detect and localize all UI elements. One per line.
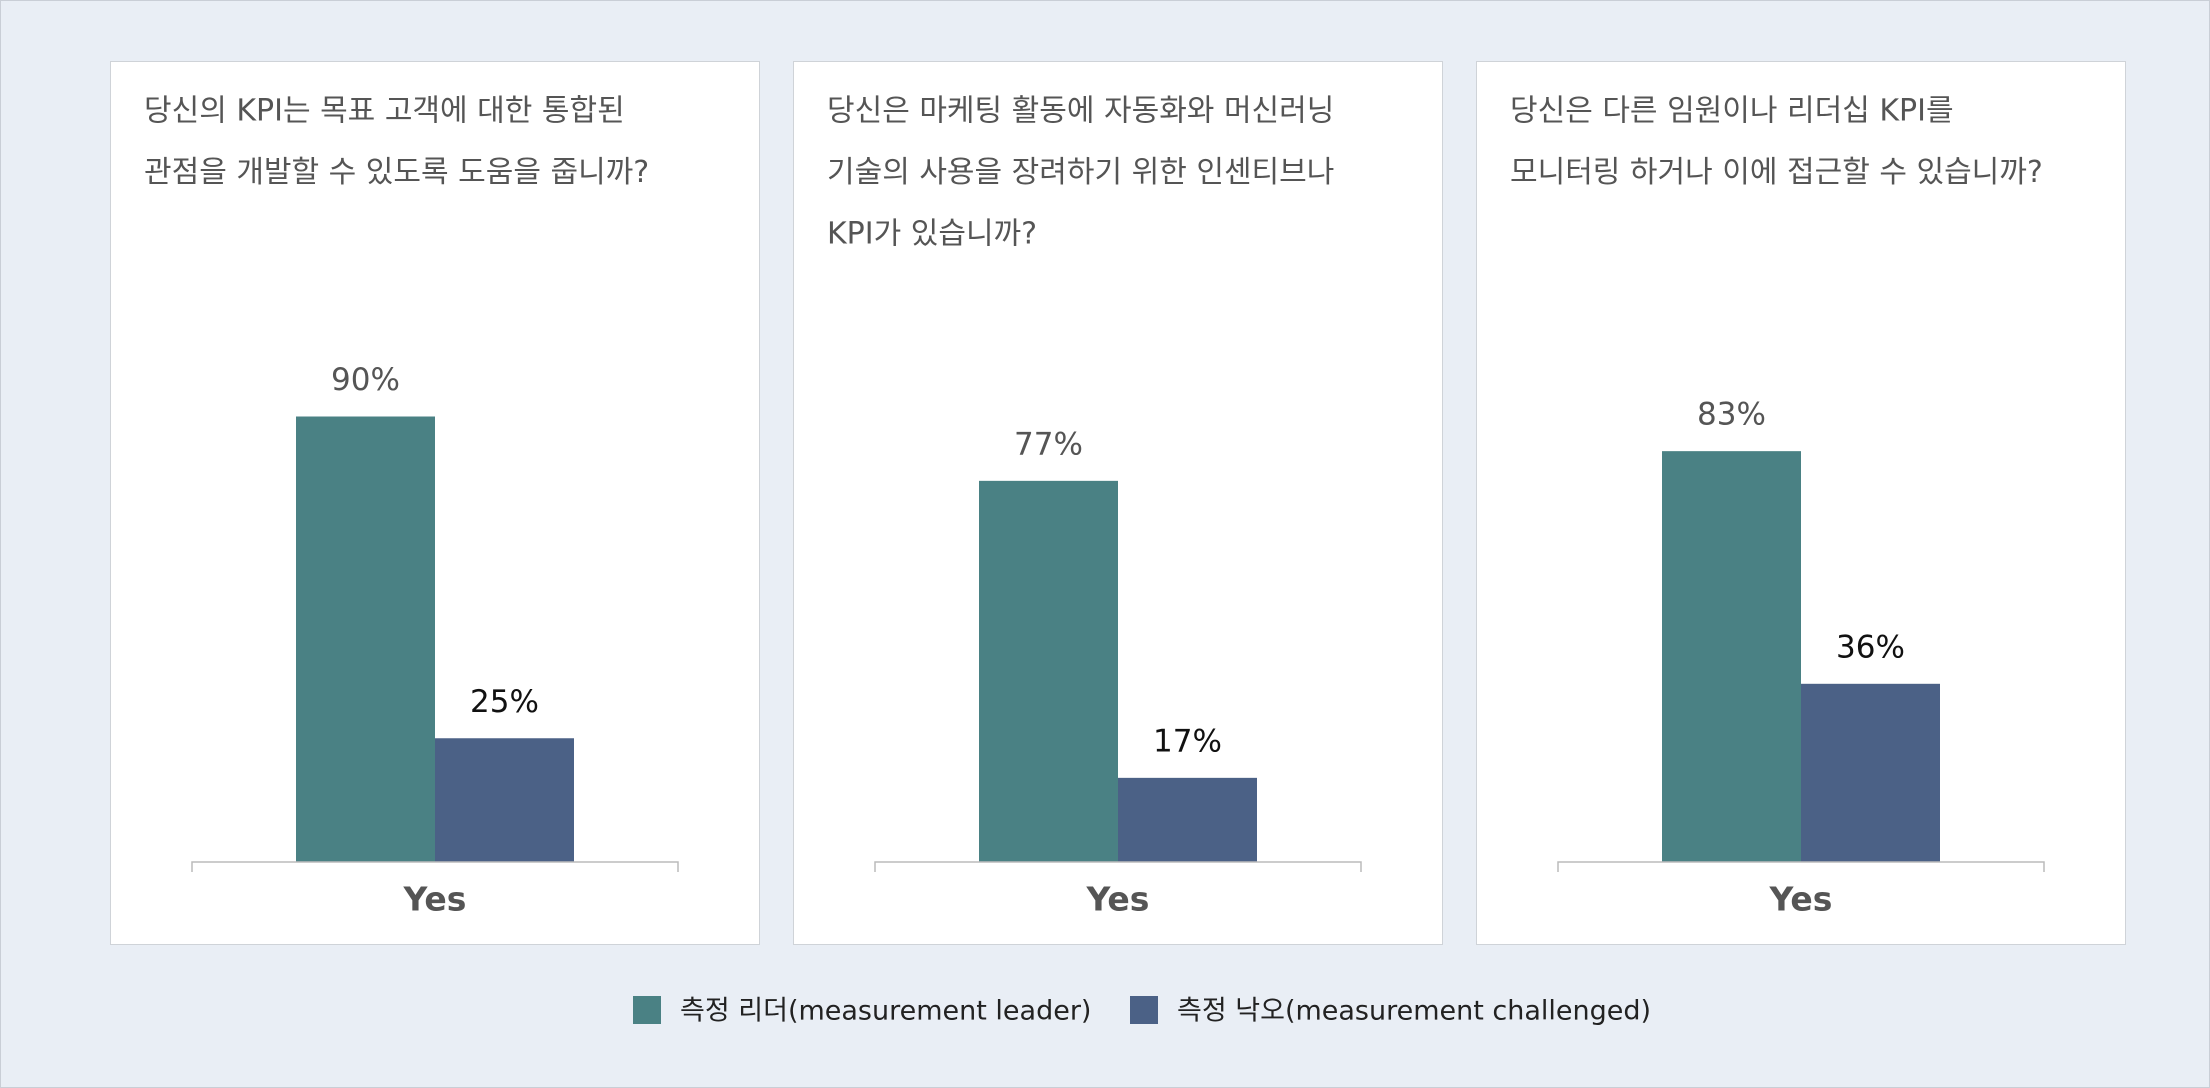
bar — [979, 480, 1118, 862]
bar — [435, 738, 574, 862]
value-label: 17% — [1153, 723, 1222, 759]
bar — [1801, 683, 1940, 862]
chart-title: KPI가 있습니까? — [827, 217, 1037, 252]
value-label: 83% — [1697, 397, 1766, 433]
x-tick-label: Yes — [1086, 880, 1150, 919]
value-label: 36% — [1836, 629, 1905, 665]
legend-label: 측정 낙오(measurement challenged) — [1177, 996, 1651, 1027]
chart-title: 관점을 개발할 수 있도록 도움을 줍니까? — [144, 155, 649, 190]
value-label: 77% — [1014, 426, 1083, 462]
value-label: 90% — [331, 362, 400, 398]
x-tick-label: Yes — [403, 880, 467, 919]
legend-swatch — [633, 996, 661, 1024]
x-tick-label: Yes — [1769, 880, 1833, 919]
bar — [1662, 451, 1801, 862]
x-axis — [874, 861, 1362, 872]
chart-title: 당신의 KPI는 목표 고객에 대한 통합된 — [144, 94, 625, 129]
chart-title: 기술의 사용을 장려하기 위한 인센티브나 — [827, 155, 1334, 190]
x-axis — [191, 861, 679, 872]
legend-swatch — [1130, 996, 1158, 1024]
chart-title: 당신은 마케팅 활동에 자동화와 머신러닝 — [827, 94, 1334, 129]
value-label: 25% — [470, 684, 539, 720]
bar — [296, 416, 435, 862]
legend-label: 측정 리더(measurement leader) — [680, 996, 1091, 1027]
x-axis — [1557, 861, 2045, 872]
chart-title: 모니터링 하거나 이에 접근할 수 있습니까? — [1510, 155, 2043, 190]
chart-title: 당신은 다른 임원이나 리더십 KPI를 — [1510, 94, 1954, 129]
bar — [1118, 777, 1257, 862]
